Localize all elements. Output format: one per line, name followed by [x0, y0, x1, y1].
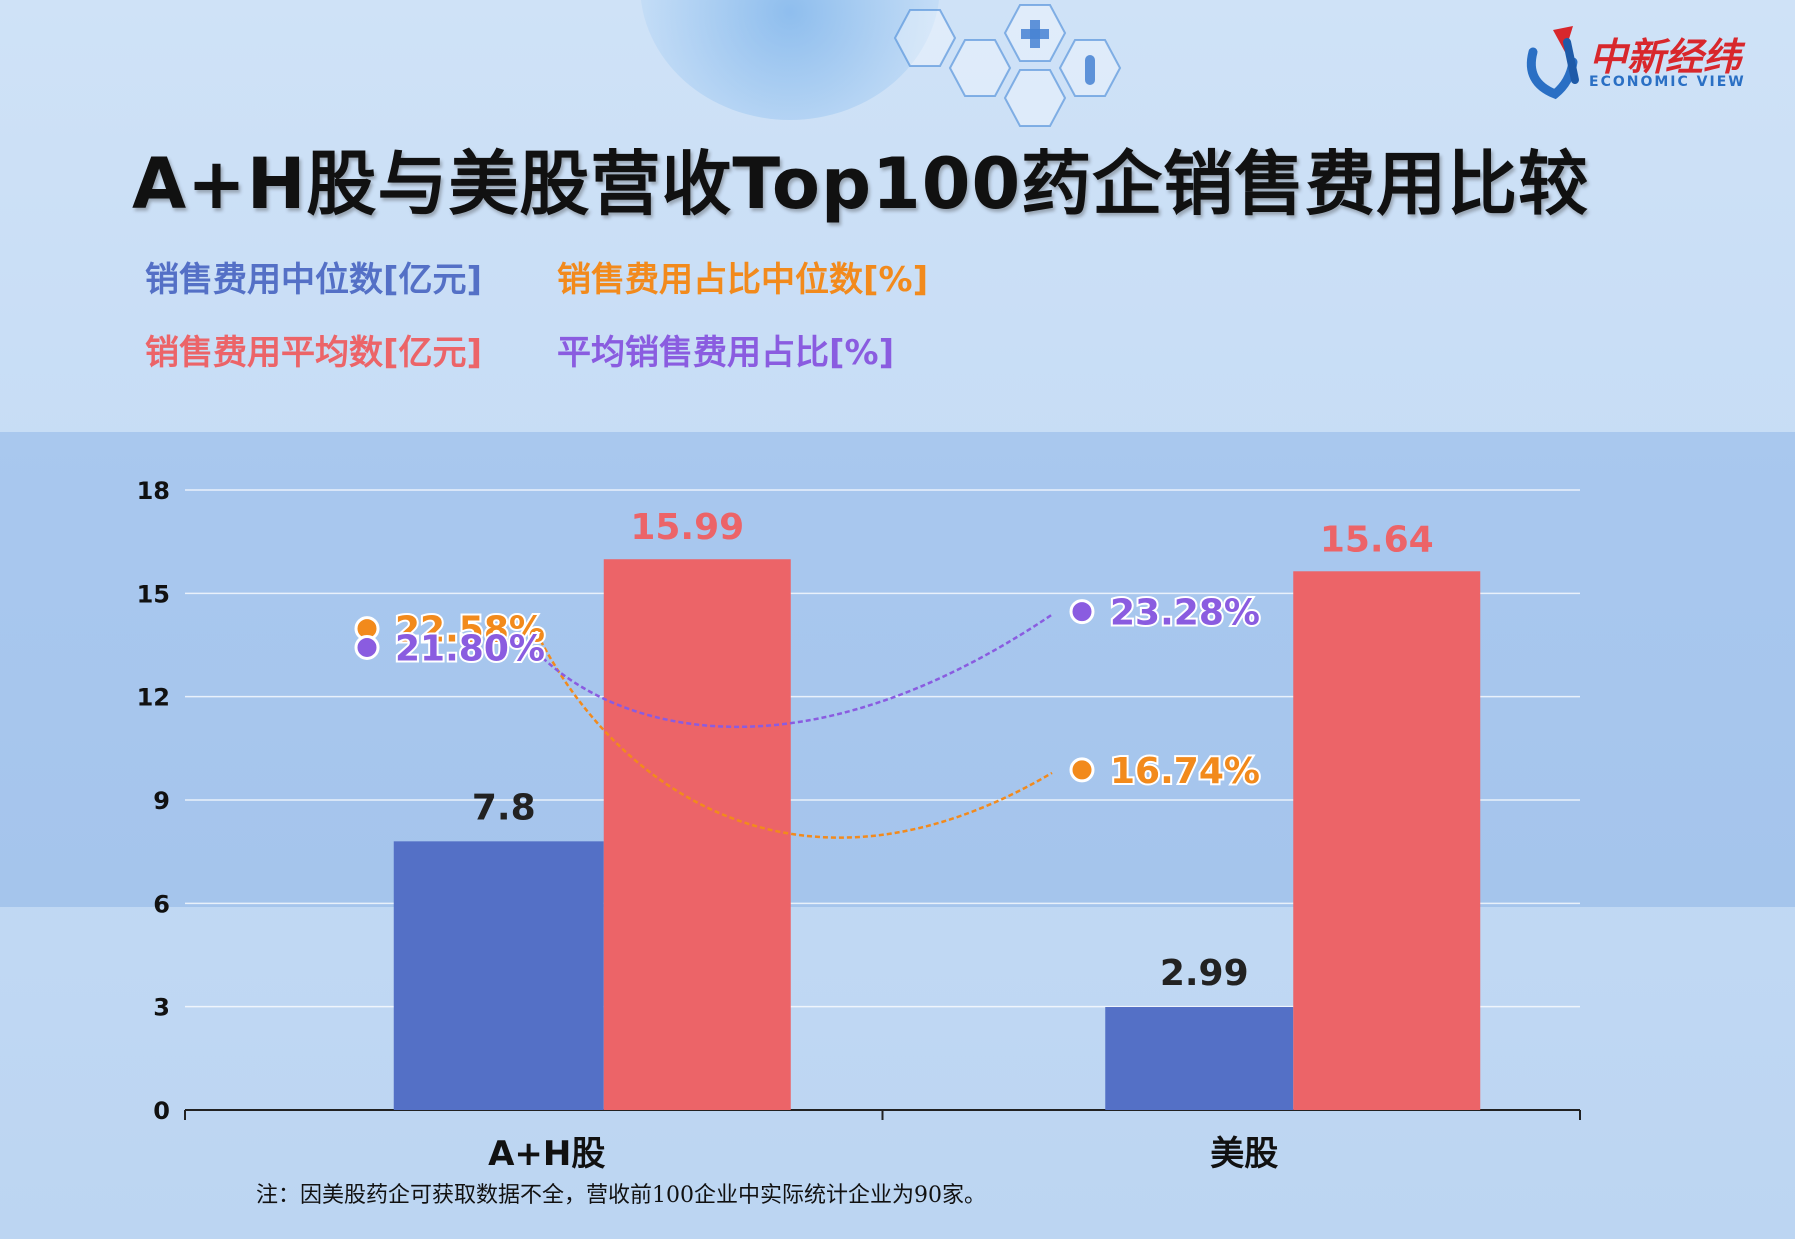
data-label-median-expense: 7.8	[472, 787, 536, 828]
legend-average-expense: 销售费用平均数[亿元]	[145, 333, 483, 373]
percent-data-label: 23.28%	[1110, 593, 1260, 634]
y-tick-label: 9	[153, 787, 170, 815]
bar-average-expense	[1293, 571, 1481, 1110]
percent-marker	[1069, 757, 1095, 783]
bar-median-expense	[1105, 1007, 1294, 1110]
page-title: A+H股与美股营收Top100药企销售费用比较	[132, 143, 1590, 225]
brand-logo: 中新经纬 ECONOMIC VIEW	[1515, 22, 1750, 102]
percent-marker	[1069, 599, 1095, 625]
footnote: 注：因美股药企可获取数据不全，营收前100企业中实际统计企业为90家。	[256, 1183, 986, 1208]
y-tick-label: 18	[137, 477, 170, 505]
percent-data-label: 21.80%	[395, 628, 545, 669]
legend-median-expense: 销售费用中位数[亿元]	[145, 260, 483, 300]
chart-background-band	[0, 432, 1795, 907]
data-label-average-expense: 15.64	[1320, 519, 1434, 560]
logo-subtext: ECONOMIC VIEW	[1589, 74, 1746, 90]
hexagon-decoration	[893, 4, 1122, 127]
percent-connector-line	[536, 613, 1053, 729]
data-label-median-expense: 2.99	[1160, 953, 1249, 994]
y-tick-label: 0	[153, 1097, 170, 1125]
bar-average-expense	[603, 559, 791, 1110]
data-label-average-expense: 15.99	[630, 507, 744, 548]
y-tick-label: 15	[137, 580, 170, 608]
logo-text: 中新经纬	[1589, 35, 1742, 79]
legend-median-ratio: 销售费用占比中位数[%]	[557, 260, 929, 300]
y-tick-label: 3	[153, 994, 170, 1022]
legend-average-ratio: 平均销售费用占比[%]	[557, 333, 895, 373]
y-tick-label: 12	[137, 684, 170, 712]
x-category-label: 美股	[1210, 1134, 1278, 1174]
logo-mark-icon	[1526, 26, 1579, 100]
bar-median-expense	[393, 841, 604, 1110]
percent-data-label: 16.74%	[1110, 751, 1260, 792]
percent-connector-line	[535, 632, 1053, 839]
percent-data-label: 22.58%	[395, 610, 545, 651]
x-category-label: A+H股	[488, 1134, 605, 1174]
percent-marker	[354, 634, 380, 660]
y-tick-label: 6	[153, 890, 170, 918]
